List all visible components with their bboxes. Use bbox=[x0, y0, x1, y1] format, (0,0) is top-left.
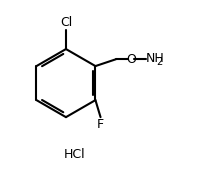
Text: O: O bbox=[126, 53, 136, 66]
Text: F: F bbox=[97, 118, 104, 131]
Text: 2: 2 bbox=[156, 57, 162, 67]
Text: HCl: HCl bbox=[64, 148, 85, 161]
Text: NH: NH bbox=[146, 52, 164, 65]
Text: Cl: Cl bbox=[60, 16, 72, 29]
